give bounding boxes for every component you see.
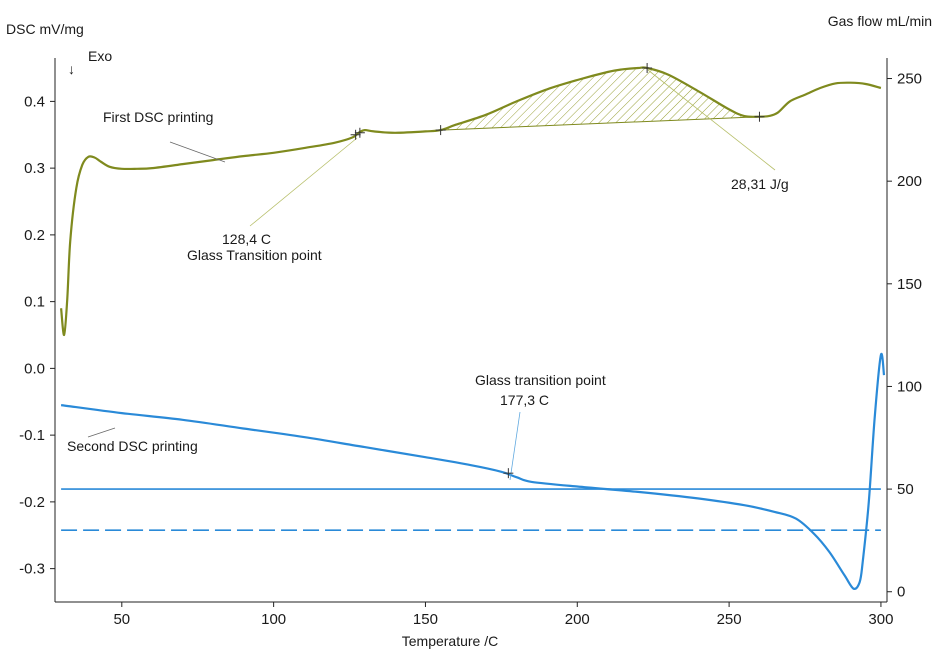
y-left-tick-label: 0.3 — [24, 160, 45, 177]
y-left-tick-label: 0.4 — [24, 93, 45, 110]
y-right-tick-label: 0 — [897, 584, 905, 601]
y-left-tick-label: -0.2 — [19, 494, 45, 511]
y-right-tick-label: 50 — [897, 481, 914, 498]
peak-area-baseline — [440, 116, 760, 131]
y-right-tick-label: 150 — [897, 276, 922, 293]
y-left-tick-label: 0.1 — [24, 294, 45, 311]
marker-cross — [350, 129, 361, 140]
marker-cross — [435, 125, 446, 136]
y-left-tick-label: -0.3 — [19, 561, 45, 578]
exo-arrow-icon: ↓ — [68, 61, 75, 77]
x-tick-label: 200 — [565, 611, 590, 628]
y-left-tick-label: 0.0 — [24, 360, 45, 377]
peak-area — [440, 68, 760, 131]
y-left-tick-label: -0.1 — [19, 427, 45, 444]
annotation-tg1-value: 128,4 C — [222, 231, 271, 247]
marker-cross — [642, 63, 653, 74]
annotation-tg1-label: Glass Transition point — [187, 247, 322, 263]
x-tick-label: 250 — [717, 611, 742, 628]
leader-second-dsc — [87, 427, 116, 438]
leader-peak-area — [647, 69, 776, 171]
annotation-first-dsc: First DSC printing — [103, 109, 213, 125]
x-tick-label: 300 — [868, 611, 893, 628]
series-second-dsc-printing — [60, 352, 886, 590]
x-tick-label: 50 — [113, 611, 130, 628]
right-axis-title: Gas flow mL/min — [828, 13, 932, 29]
marker-cross — [354, 127, 365, 138]
annotation-second-dsc: Second DSC printing — [67, 438, 198, 454]
x-axis-title: Temperature /C — [402, 633, 498, 649]
y-right-tick-label: 200 — [897, 173, 922, 190]
axes: 50 100 150 200 250 300 0.4 0.3 0.2 0.1 0.0 -0.1 -0.2… — [19, 58, 922, 628]
marker-cross — [503, 468, 514, 479]
y-right-tick-label: 100 — [897, 378, 922, 395]
x-tick-label: 150 — [413, 611, 438, 628]
leader-tg1 — [249, 137, 358, 227]
leader-tg2 — [509, 411, 521, 481]
exo-label: Exo — [88, 48, 112, 64]
x-tick-label: 100 — [261, 611, 286, 628]
peak-area-hatch — [440, 68, 760, 131]
annotation-leaders — [87, 69, 776, 481]
y-right-tick-label: 250 — [897, 71, 922, 88]
annotation-peak-area: 28,31 J/g — [731, 176, 789, 192]
leader-first-dsc — [169, 141, 226, 163]
marker-cross — [754, 111, 765, 122]
annotation-tg2-value: 177,3 C — [500, 392, 549, 408]
series-layer — [60, 66, 886, 590]
left-axis-title: DSC mV/mg — [6, 21, 84, 37]
series-first-dsc-printing — [60, 66, 882, 337]
annotation-tg2-label: Glass transition point — [475, 372, 606, 388]
y-left-tick-label: 0.2 — [24, 227, 45, 244]
markers — [350, 63, 765, 479]
